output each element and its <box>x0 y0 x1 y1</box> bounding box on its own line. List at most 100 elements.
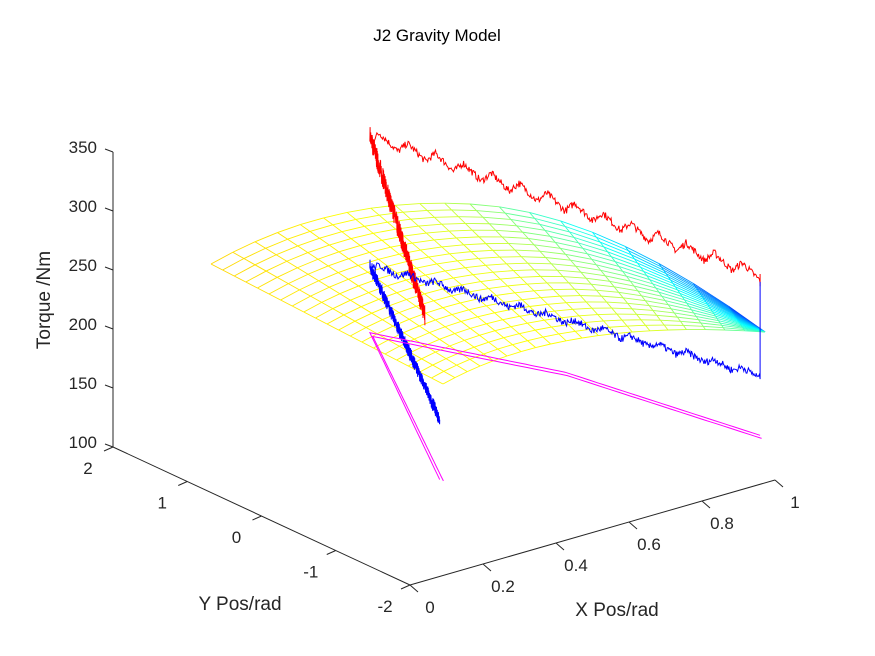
y-tick <box>326 550 336 555</box>
mesh-line-x <box>585 301 593 309</box>
mesh-line-x <box>332 224 343 233</box>
y-tick-label: 1 <box>158 494 167 513</box>
mesh-line-x <box>700 322 704 327</box>
mesh-line-x <box>346 212 357 220</box>
mesh-line-y <box>387 260 409 267</box>
mesh-line-y <box>503 299 523 303</box>
mesh-line-y <box>421 351 436 360</box>
mesh-line-x <box>403 235 413 244</box>
mesh-line-x <box>580 271 587 279</box>
mesh-line-y <box>596 264 623 272</box>
mesh-line-y <box>299 280 319 291</box>
mesh-line-x <box>368 292 380 300</box>
mesh-line-x <box>433 239 443 248</box>
mesh-line-x <box>565 302 573 310</box>
mesh-line-y <box>641 295 666 301</box>
mesh-line-x <box>674 286 678 291</box>
mesh-line-y <box>672 282 704 298</box>
z-tick <box>104 207 114 212</box>
mesh-line-y <box>349 327 367 337</box>
mesh-line-x <box>449 253 458 262</box>
mesh-line-x <box>488 223 496 231</box>
mesh-line-y <box>444 202 471 205</box>
mesh-line-x <box>358 285 369 293</box>
mesh-line-y <box>522 231 551 237</box>
mesh-line-y <box>585 320 604 323</box>
mesh-line-x <box>323 217 333 226</box>
mesh-line-y <box>521 347 536 353</box>
mesh-line-y <box>360 239 382 246</box>
mesh-line-x <box>587 253 593 260</box>
mesh-line-y <box>668 304 692 311</box>
mesh-line-y <box>660 266 696 287</box>
mesh-line-y <box>535 326 552 331</box>
mesh-line-x <box>737 319 739 322</box>
mesh-line-y <box>288 273 309 285</box>
mesh-line-y <box>286 252 309 262</box>
mesh-line-x <box>479 334 489 343</box>
mesh-line-y <box>575 265 601 271</box>
mesh-line-x <box>321 302 333 310</box>
mesh-line-x <box>360 306 372 314</box>
mesh-line-x <box>702 297 705 301</box>
mesh-line-x <box>444 326 455 334</box>
mesh-line-y <box>599 241 632 256</box>
z-tick-label: 200 <box>69 315 97 334</box>
mesh-line-y <box>483 348 498 355</box>
mesh-line-y <box>479 330 496 336</box>
mesh-line-y <box>486 319 503 325</box>
mesh-line-y <box>332 299 351 310</box>
mesh-line-x <box>310 295 322 303</box>
mesh-line-x <box>510 219 518 227</box>
mesh-line-x <box>521 299 530 307</box>
mesh-line-x <box>591 259 597 266</box>
mesh-line-y <box>508 243 535 246</box>
mesh-line-y <box>522 297 541 301</box>
mesh-line-y <box>528 238 556 243</box>
mesh-line-y <box>568 282 592 285</box>
mesh-line-y <box>497 344 513 350</box>
mesh-line-x <box>370 207 380 216</box>
mesh-line-y <box>451 309 470 315</box>
mesh-line-y <box>378 292 397 300</box>
mesh-line-x <box>698 319 702 324</box>
mesh-line-x <box>695 316 699 320</box>
mesh-line-y <box>361 333 378 343</box>
chart-title: J2 Gravity Model <box>373 26 501 45</box>
mesh-line-y <box>396 267 417 274</box>
mesh-line-y <box>630 280 657 289</box>
mesh-line-y <box>670 279 702 296</box>
mesh-line-y <box>636 313 657 316</box>
mesh-line-x <box>573 237 579 244</box>
mesh-line-y <box>587 253 616 263</box>
mesh-line-x <box>529 212 535 219</box>
mesh-line-y <box>627 324 646 327</box>
mesh-line-x <box>243 258 256 266</box>
mesh-line-x <box>710 308 713 312</box>
mesh-line-x <box>497 348 508 357</box>
mesh-line-x <box>343 314 356 322</box>
mesh-line-x <box>613 286 619 293</box>
mesh-line-x <box>275 254 288 262</box>
mesh-line-x <box>536 313 545 321</box>
mesh-line-x <box>506 263 514 271</box>
mesh-line-y <box>701 294 733 313</box>
mesh-line-x <box>708 306 712 310</box>
mesh-line-y <box>512 340 528 346</box>
mesh-line-x <box>559 295 567 304</box>
mesh-line-x <box>700 294 704 298</box>
mesh-line-x <box>585 322 593 330</box>
mesh-line-x <box>288 283 300 291</box>
mesh-line-y <box>661 295 687 304</box>
mesh-line-x <box>458 216 466 224</box>
mesh-line-x <box>652 310 658 316</box>
mesh-line-y <box>419 364 433 373</box>
mesh-line-x <box>729 308 732 311</box>
mesh-line-y <box>573 236 604 248</box>
mesh-line-y <box>683 324 704 327</box>
mesh-line-y <box>427 209 452 211</box>
mesh-line-x <box>603 246 608 253</box>
mesh-line-x <box>350 238 361 246</box>
mesh-line-y <box>463 243 486 246</box>
mesh-line-x <box>303 311 316 319</box>
